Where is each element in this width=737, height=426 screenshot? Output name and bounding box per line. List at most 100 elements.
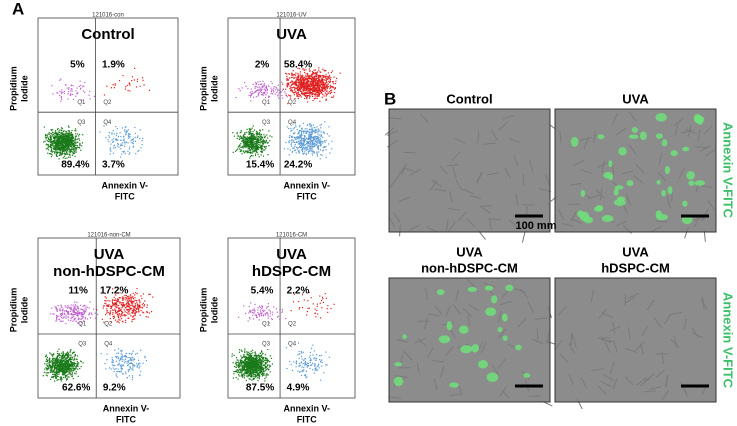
dot-live xyxy=(51,360,54,363)
dot-early xyxy=(291,151,293,153)
dot-late xyxy=(120,309,122,312)
dot-live xyxy=(241,140,243,142)
dot-early xyxy=(307,137,310,139)
dot-live xyxy=(70,367,72,370)
dot-late xyxy=(126,297,128,299)
dot-late xyxy=(325,74,327,76)
dot-late xyxy=(326,80,328,82)
dot-live xyxy=(69,358,72,360)
dot-live xyxy=(67,355,70,357)
dot-early xyxy=(320,154,322,156)
dot-live xyxy=(49,143,52,145)
dot-live xyxy=(60,363,63,366)
dot-late xyxy=(295,87,297,89)
dot-necrotic xyxy=(60,314,62,316)
dot-live xyxy=(66,361,68,363)
dot-live xyxy=(265,369,267,372)
dot-early xyxy=(122,373,124,375)
dot-late xyxy=(120,310,122,313)
dot-live xyxy=(56,372,58,375)
dot-live xyxy=(50,134,52,136)
dot-late xyxy=(135,311,138,313)
dot-late xyxy=(330,71,332,74)
dot-early xyxy=(313,143,315,146)
dot-live xyxy=(48,365,51,367)
dot-late xyxy=(311,82,313,84)
dot-live xyxy=(59,143,61,145)
dot-late xyxy=(122,303,124,306)
dot-necrotic xyxy=(58,315,60,317)
dot-early xyxy=(286,126,289,128)
dot-live xyxy=(250,128,252,130)
dot-live xyxy=(50,136,53,138)
dot-live xyxy=(70,363,72,365)
dot-live xyxy=(58,354,60,356)
dot-live xyxy=(72,147,74,149)
dot-live xyxy=(76,141,78,144)
dot-late xyxy=(115,312,118,314)
dot-live xyxy=(62,369,64,371)
dot-live xyxy=(246,136,249,138)
dot-live xyxy=(253,141,255,143)
dot-live xyxy=(65,367,67,369)
dot-live xyxy=(236,132,238,134)
dot-live xyxy=(45,143,47,145)
dot-late xyxy=(313,69,315,71)
dot-late xyxy=(285,94,287,97)
dot-necrotic xyxy=(78,85,80,87)
dot-live xyxy=(248,355,250,357)
dot-early xyxy=(285,141,287,144)
dot-necrotic xyxy=(69,313,71,315)
dot-live xyxy=(254,148,257,150)
dot-live xyxy=(53,147,55,149)
dot-late xyxy=(293,82,295,84)
dot-live xyxy=(62,150,65,152)
dot-late xyxy=(125,307,127,309)
dot-live xyxy=(265,140,267,143)
dot-live xyxy=(64,146,67,148)
dot-live xyxy=(244,133,246,135)
plot-frame xyxy=(37,17,179,176)
dot-late xyxy=(138,304,140,306)
dot-live xyxy=(50,371,52,373)
dot-live xyxy=(50,129,52,131)
dot-live xyxy=(50,137,52,139)
dot-live xyxy=(57,368,59,370)
dot-live xyxy=(260,151,262,153)
dot-live xyxy=(69,139,71,141)
dot-live xyxy=(75,142,77,145)
dot-live xyxy=(71,364,73,366)
dot-live xyxy=(55,370,58,372)
dot-live xyxy=(238,144,241,146)
dot-early xyxy=(316,151,318,153)
dot-live xyxy=(247,142,249,144)
dot-late xyxy=(308,89,310,92)
dot-early xyxy=(325,149,327,151)
dot-late xyxy=(317,81,319,83)
dot-live xyxy=(64,375,66,377)
dot-live xyxy=(61,364,63,367)
dot-necrotic xyxy=(74,306,76,309)
dot-late xyxy=(286,78,288,80)
dot-necrotic xyxy=(70,314,73,316)
dot-live xyxy=(50,148,53,150)
dot-late xyxy=(339,72,341,74)
dot-early xyxy=(128,362,131,365)
dot-late xyxy=(128,82,130,85)
dot-live xyxy=(262,129,264,131)
dot-live xyxy=(258,372,260,374)
dot-early xyxy=(121,354,123,356)
dot-live xyxy=(58,365,61,367)
dot-live xyxy=(268,130,270,132)
dot-early xyxy=(112,140,115,143)
dot-live xyxy=(260,148,262,150)
dot-early xyxy=(314,144,316,147)
dot-live xyxy=(55,148,58,150)
dot-early xyxy=(299,144,302,146)
plot-title: non-hDSPC-CM xyxy=(53,263,165,280)
dot-necrotic xyxy=(60,96,62,99)
dot-late xyxy=(119,302,121,304)
dot-live xyxy=(252,135,254,137)
dot-early xyxy=(311,131,313,133)
dot-early xyxy=(140,147,142,149)
